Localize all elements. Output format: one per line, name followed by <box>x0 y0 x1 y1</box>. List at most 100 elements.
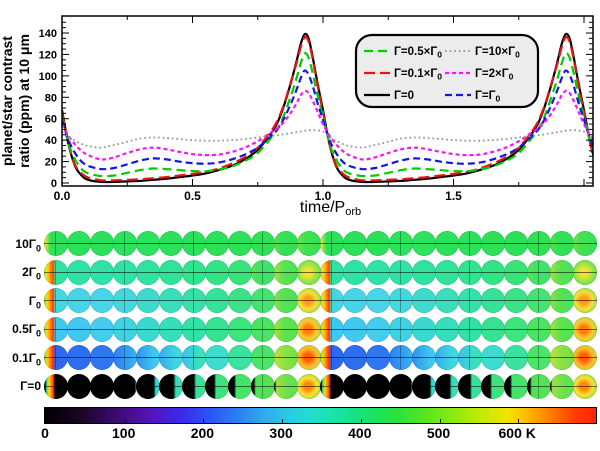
planet-map-circle <box>365 259 390 285</box>
planet-map-circle <box>388 259 413 285</box>
planet-map-circle <box>273 373 298 399</box>
equator-line <box>227 271 252 273</box>
curve-Γ=10×Γ0 <box>62 129 593 149</box>
meridian-line <box>468 374 470 398</box>
planet-map-circle <box>526 373 551 399</box>
planet-map-circle <box>158 345 183 370</box>
colorbar-tick-label: 100 <box>112 425 136 441</box>
equator-line <box>112 271 137 273</box>
equator-line <box>296 243 321 244</box>
equator-line <box>250 243 275 244</box>
planet-map-circle <box>273 288 298 313</box>
equator-line <box>89 271 114 273</box>
equator-line <box>181 271 206 273</box>
legend-label: Γ=0 <box>394 90 414 102</box>
equator-line <box>503 357 528 358</box>
colorbar-gradient <box>44 407 597 424</box>
equator-line <box>457 243 482 244</box>
meridian-line <box>123 289 125 312</box>
equator-line <box>411 385 436 387</box>
equator-line <box>181 385 206 387</box>
equator-line <box>273 328 298 330</box>
planet-map-circle <box>434 373 459 399</box>
planet-map-circle <box>342 373 367 399</box>
equator-line <box>296 271 321 273</box>
planet-map-circle <box>135 231 160 256</box>
planet-map-circle <box>388 373 413 399</box>
equator-line <box>342 328 367 330</box>
equator-line <box>135 271 160 273</box>
planet-map-circle <box>503 231 528 256</box>
equator-line <box>388 300 413 301</box>
planet-map-circle <box>342 259 367 285</box>
meridian-line <box>399 289 401 312</box>
planet-map-circle <box>319 345 344 370</box>
planet-map-circle <box>549 345 574 370</box>
planet-map-circle <box>181 345 206 370</box>
planet-map-circle <box>204 345 229 370</box>
equator-line <box>434 271 459 273</box>
equator-line <box>549 300 574 301</box>
planet-map-circle <box>89 288 114 313</box>
equator-line <box>135 357 160 358</box>
planet-map-circle <box>526 231 551 256</box>
planet-map-circle <box>89 345 114 370</box>
legend-label: Γ=Γ0 <box>475 90 501 104</box>
legend-label: Γ=0.1×Γ0 <box>394 68 442 82</box>
equator-line <box>411 243 436 244</box>
planet-map-circle <box>273 316 298 342</box>
equator-line <box>43 300 68 301</box>
equator-line <box>457 271 482 273</box>
equator-line <box>43 328 68 330</box>
equator-line <box>365 243 390 244</box>
x-axis-label: time/Porb <box>300 199 361 218</box>
equator-line <box>273 385 298 387</box>
equator-line <box>135 300 160 301</box>
equator-line <box>526 385 551 387</box>
planet-map-circle <box>158 373 183 399</box>
lightcurve-chart: 0.0 0.5 1.0 1.5 0 20 40 60 80 100 120 140 time/Porb p… <box>0 15 594 218</box>
meridian-line <box>261 374 263 398</box>
colorbar-tick-label: 300 <box>269 425 293 441</box>
equator-line <box>66 385 91 387</box>
colorbar-tick <box>439 419 441 423</box>
planet-map-circle <box>480 345 505 370</box>
meridian-line <box>537 374 539 398</box>
equator-line <box>480 243 505 244</box>
equator-line <box>158 385 183 387</box>
x-tick-label: 0.0 <box>54 189 71 203</box>
equator-line <box>572 271 597 273</box>
planet-map-circle <box>112 373 137 399</box>
planet-map-circle <box>434 259 459 285</box>
equator-line <box>227 300 252 301</box>
planet-map-circle <box>296 288 321 313</box>
equator-line <box>204 271 229 273</box>
plot-frame <box>61 15 594 187</box>
planet-map-circle <box>250 288 275 313</box>
planet-map-circle <box>457 345 482 370</box>
legend-label: Γ=2×Γ0 <box>475 68 514 82</box>
x-tick-label: 1.5 <box>445 189 462 203</box>
equator-line <box>388 243 413 244</box>
colorbar-tick-label: 200 <box>190 425 215 441</box>
meridian-line <box>468 289 470 312</box>
equator-line <box>434 357 459 358</box>
equator-line <box>158 357 183 358</box>
meridian-line <box>537 317 539 341</box>
curve-Γ=2×Γ0 <box>62 89 593 161</box>
planet-map-circle <box>526 259 551 285</box>
equator-line <box>181 357 206 358</box>
equator-line <box>572 357 597 358</box>
equator-line <box>158 271 183 273</box>
equator-line <box>204 385 229 387</box>
equator-line <box>181 328 206 330</box>
equator-line <box>112 328 137 330</box>
equator-line <box>135 328 160 330</box>
meridian-line <box>330 346 332 369</box>
planet-map-circle <box>43 259 68 285</box>
planet-map-circle <box>411 373 436 399</box>
meridian-line <box>399 317 401 341</box>
planet-map-circle <box>181 231 206 256</box>
equator-line <box>549 328 574 330</box>
equator-line <box>526 357 551 358</box>
